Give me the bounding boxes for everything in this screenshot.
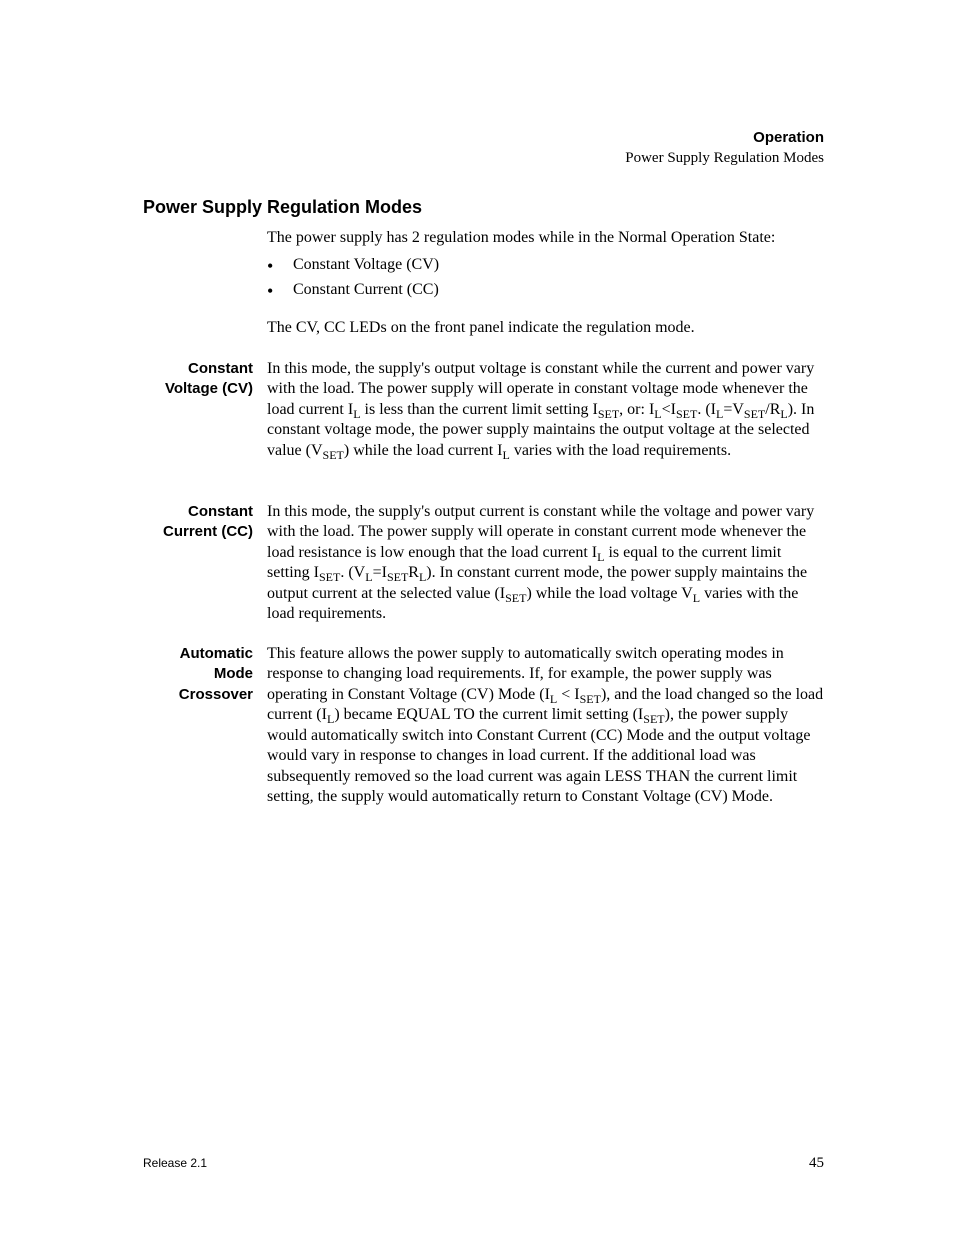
- intro-paragraph: The power supply has 2 regulation modes …: [267, 228, 824, 248]
- entry-label-line: Crossover: [143, 685, 253, 705]
- running-head-section: Power Supply Regulation Modes: [625, 148, 824, 168]
- page: Operation Power Supply Regulation Modes …: [0, 0, 954, 1235]
- entry-constant-voltage: Constant Voltage (CV) In this mode, the …: [143, 359, 824, 461]
- entry-label-line: Current (CC): [143, 522, 253, 542]
- bullet-list: • Constant Voltage (CV) • Constant Curre…: [267, 256, 824, 306]
- bullet-icon: •: [267, 281, 293, 300]
- entry-label-line: Voltage (CV): [143, 379, 253, 399]
- entry-label: Constant Current (CC): [143, 502, 267, 543]
- entry-label: Automatic Mode Crossover: [143, 644, 267, 705]
- after-bullets-paragraph: The CV, CC LEDs on the front panel indic…: [267, 318, 824, 338]
- entry-paragraph: In this mode, the supply's output curren…: [267, 502, 824, 625]
- running-head: Operation Power Supply Regulation Modes: [625, 128, 824, 169]
- entry-label-line: Automatic: [143, 644, 253, 664]
- bullet-item: • Constant Voltage (CV): [267, 256, 824, 275]
- entry-label-line: Constant: [143, 502, 253, 522]
- entry-paragraph: In this mode, the supply's output voltag…: [267, 359, 824, 461]
- entry-label: Constant Voltage (CV): [143, 359, 267, 400]
- bullet-item: • Constant Current (CC): [267, 281, 824, 300]
- bullet-text: Constant Current (CC): [293, 281, 439, 299]
- section-title: Power Supply Regulation Modes: [143, 197, 422, 218]
- running-head-chapter: Operation: [625, 128, 824, 148]
- page-footer: Release 2.1 45: [143, 1155, 824, 1172]
- bullet-text: Constant Voltage (CV): [293, 256, 439, 274]
- bullet-icon: •: [267, 256, 293, 275]
- entry-label-line: Constant: [143, 359, 253, 379]
- entry-label-line: Mode: [143, 664, 253, 684]
- entry-automatic-crossover: Automatic Mode Crossover This feature al…: [143, 644, 824, 808]
- entry-paragraph: This feature allows the power supply to …: [267, 644, 824, 808]
- footer-page-number: 45: [809, 1155, 824, 1172]
- entry-constant-current: Constant Current (CC) In this mode, the …: [143, 502, 824, 625]
- footer-release: Release 2.1: [143, 1156, 207, 1170]
